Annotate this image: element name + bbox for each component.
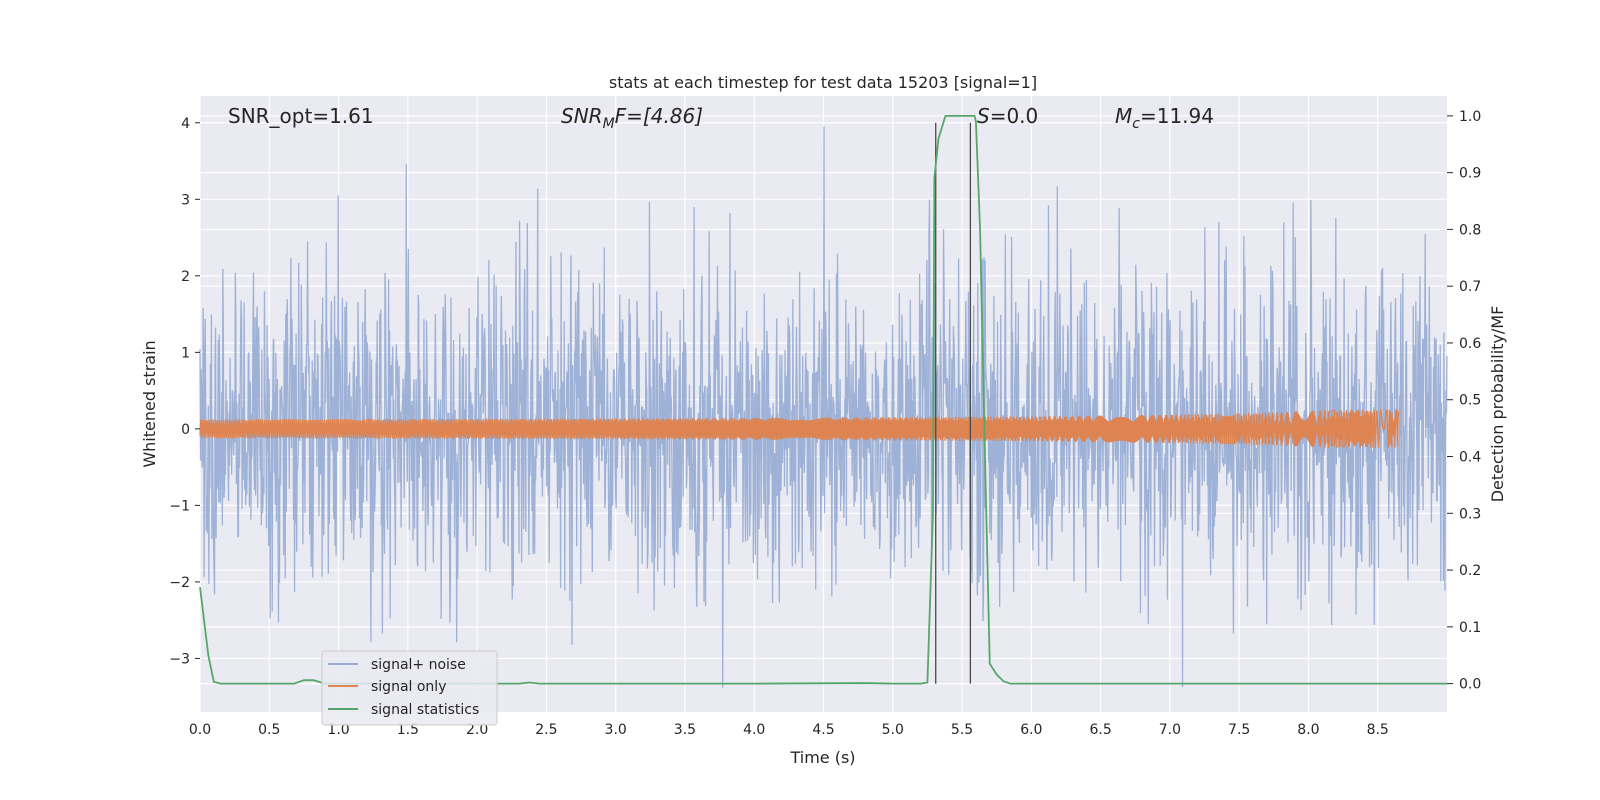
y-right-tick-label: 0.9	[1459, 166, 1481, 182]
snr-opt-annotation: SNR_opt=1.61	[228, 104, 374, 128]
x-tick-label: 8.0	[1297, 722, 1319, 738]
y-right-tick-label: 0.5	[1459, 393, 1481, 409]
signal-statistics-series	[199, 114, 1447, 685]
mc-tail: =11.94	[1140, 104, 1214, 128]
x-tick-label: 2.5	[535, 722, 557, 738]
x-tick-label: 1.5	[397, 722, 419, 738]
y-left-tick-label: −3	[169, 651, 190, 667]
x-tick-label: 8.5	[1367, 722, 1389, 738]
x-tick-label: 7.0	[1159, 722, 1181, 738]
signal-noise-line	[199, 126, 1448, 688]
chart-title: stats at each timestep for test data 152…	[609, 73, 1037, 92]
snr-mf-annotation: SNRMF=[4.86]	[561, 104, 703, 132]
x-tick-label: 3.0	[605, 722, 627, 738]
s-main: S	[977, 104, 990, 128]
y-axis-left-label: Whitened strain	[140, 340, 159, 467]
snr-mf-main: SNR	[561, 104, 603, 128]
y-axis-right-label: Detection probability/MF	[1488, 306, 1507, 503]
x-tick-label: 1.0	[327, 722, 349, 738]
x-tick-label: 3.5	[674, 722, 696, 738]
x-axis-label: Time (s)	[789, 748, 855, 767]
legend-box	[321, 650, 498, 726]
signal-noise-series	[199, 126, 1448, 688]
x-tick-label: 2.0	[466, 722, 488, 738]
snr-mf-tail: F=[4.86]	[615, 104, 703, 128]
signal-only-series	[199, 408, 1400, 448]
x-tick-label: 0.0	[189, 722, 211, 738]
x-tick-label: 0.5	[258, 722, 280, 738]
y-right-tick-label: 0.7	[1459, 279, 1481, 295]
y-left-tick-label: 1	[181, 345, 190, 361]
s-tail: =0.0	[990, 104, 1039, 128]
x-tick-label: 6.0	[1020, 722, 1042, 738]
x-axis-ticks: 0.0 0.5 1.0 1.5 2.0 2.5 3.0 3.5 4.0 4.5 5.0 5.5 6.0 6…	[189, 722, 1389, 738]
detection-vlines	[935, 122, 972, 684]
y-right-tick-label: 0.1	[1459, 620, 1481, 636]
mc-sub: c	[1132, 116, 1140, 132]
legend: signal+ noise signal only signal statist…	[321, 650, 498, 726]
snr-mf-sub: M	[603, 116, 615, 132]
signal-statistics-line	[199, 114, 1447, 685]
y-left-tick-label: 3	[181, 192, 190, 208]
y-axis-right-ticks: 0.0 0.1 0.2 0.3 0.4 0.5 0.6 0.7 0.8 0.9 1.0	[1447, 109, 1481, 693]
mc-annotation: Mc=11.94	[1115, 104, 1214, 132]
y-right-tick-label: 0.2	[1459, 563, 1481, 579]
y-right-tick-label: 0.3	[1459, 506, 1481, 522]
legend-label-stats: signal statistics	[371, 702, 479, 718]
x-tick-label: 5.5	[951, 722, 973, 738]
y-right-tick-label: 0.4	[1459, 450, 1481, 466]
x-tick-label: 6.5	[1089, 722, 1111, 738]
y-axis-left-ticks: −3 −2 −1 0 1 2 3 4	[169, 116, 200, 667]
y-right-tick-label: 0.0	[1459, 677, 1481, 693]
y-right-tick-label: 0.8	[1459, 222, 1481, 238]
y-left-tick-label: 4	[181, 116, 190, 132]
mc-main: M	[1115, 104, 1132, 128]
legend-label-noise: signal+ noise	[371, 657, 466, 673]
x-tick-label: 4.0	[743, 722, 765, 738]
x-tick-label: 4.5	[812, 722, 834, 738]
y-right-tick-label: 0.6	[1459, 336, 1481, 352]
legend-label-signal: signal only	[371, 679, 446, 695]
y-left-tick-label: −1	[169, 498, 190, 514]
y-left-tick-label: −2	[169, 575, 190, 591]
y-right-tick-label: 1.0	[1459, 109, 1481, 125]
signal-only-line	[199, 408, 1400, 448]
x-tick-label: 5.0	[882, 722, 904, 738]
x-tick-label: 7.5	[1228, 722, 1250, 738]
s-annotation: S=0.0	[977, 104, 1038, 128]
y-left-tick-label: 0	[181, 422, 190, 438]
y-left-tick-label: 2	[181, 269, 190, 285]
